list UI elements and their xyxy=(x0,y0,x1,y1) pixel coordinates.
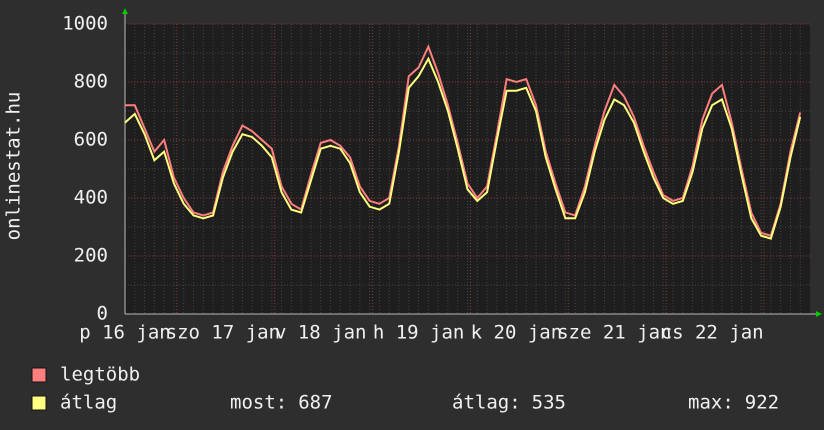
y-tick-label: 600 xyxy=(74,129,108,151)
y-axis-label: onlinestat.hu xyxy=(3,92,25,241)
x-tick-label: cs 22 jan xyxy=(661,322,764,344)
series-line xyxy=(124,56,802,240)
stat-value: 922 xyxy=(745,392,779,414)
stat-value: 687 xyxy=(298,392,332,414)
x-tick-label: v 18 jan xyxy=(275,322,367,344)
stat-label: átlag: xyxy=(452,392,521,414)
x-tick-label: k 20 jan xyxy=(471,322,563,344)
stat-label: most: xyxy=(230,392,287,414)
x-tick-label: szo 17 jan xyxy=(166,322,280,344)
stat-label: max: xyxy=(688,392,734,414)
x-tick-label: p 16 jan xyxy=(79,322,171,344)
legend-label: átlag xyxy=(60,392,117,414)
y-tick-label: 200 xyxy=(74,245,108,267)
x-tick-label: h 19 jan xyxy=(373,322,465,344)
y-tick-label: 800 xyxy=(74,71,108,93)
x-tick-label: sze 21 jan xyxy=(557,322,671,344)
stat-value: 535 xyxy=(532,392,566,414)
y-tick-label: 0 xyxy=(97,303,108,325)
axis-arrow xyxy=(816,311,822,317)
legend-swatch xyxy=(31,395,47,411)
series-line xyxy=(125,44,802,237)
y-tick-label: 1000 xyxy=(62,13,108,35)
legend-label: legtöbb xyxy=(60,364,140,386)
legend-swatch xyxy=(31,367,47,383)
y-tick-label: 400 xyxy=(74,187,108,209)
axis-arrow xyxy=(122,8,128,14)
